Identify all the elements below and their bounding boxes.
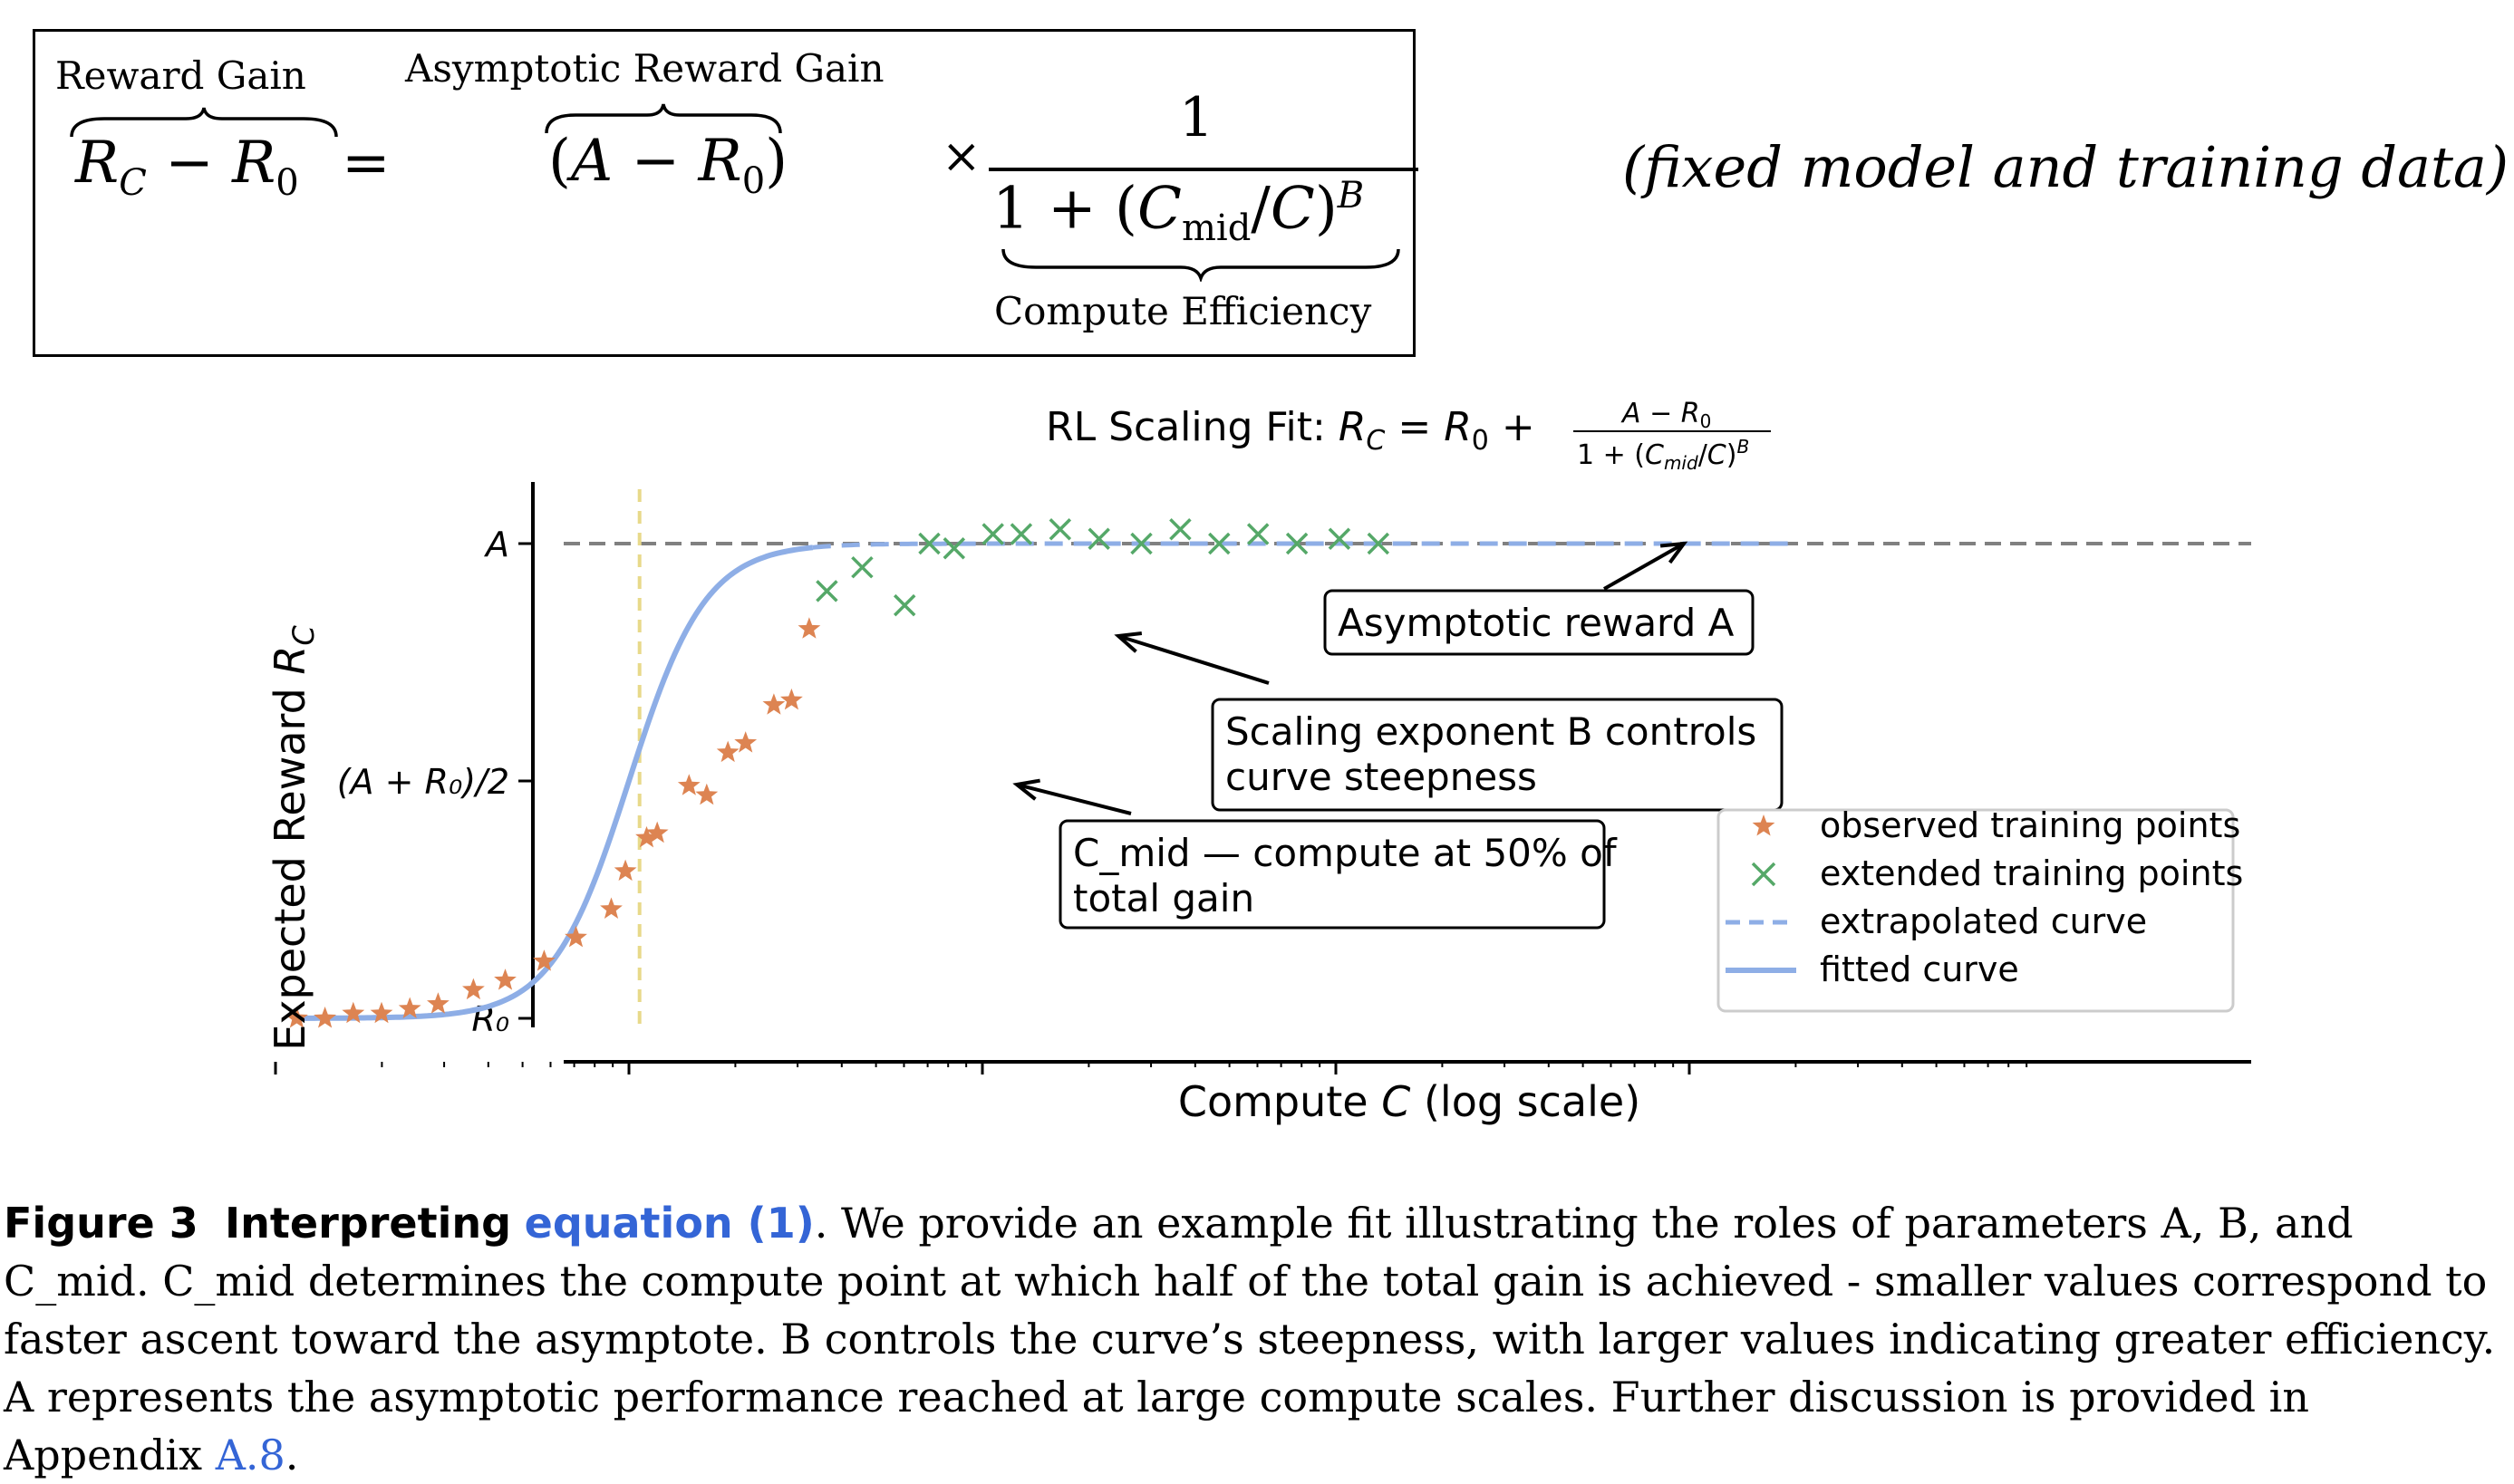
equation-box: Reward Gain RC − R0 = Asymptotic Reward … [33, 29, 1418, 357]
observed-point [314, 1007, 336, 1028]
extrapolated-curve [812, 541, 1795, 550]
caption-end: . [285, 1431, 299, 1479]
legend-box [1716, 808, 2235, 1013]
lhs-term: RC − R0 [75, 130, 299, 204]
asymptote-annotation-text: Asymptotic reward A [1338, 601, 1735, 645]
c-mid-annotation-text: C_mid — compute at 50% of [1073, 831, 1618, 875]
figure-caption: Figure 3 Interpreting equation (1). We p… [4, 1194, 2509, 1484]
extended-point [1010, 523, 1033, 545]
asymptotic-gain-label: Asymptotic Reward Gain [405, 46, 885, 91]
observed-point [600, 897, 623, 919]
equation-note: (fixed model and training data) [1622, 134, 2509, 200]
overbrace-asymptotic [545, 103, 782, 134]
extended-point [943, 537, 966, 560]
asymptotic-term: (A − R0) [548, 128, 788, 202]
legend-label: extrapolated curve [1820, 901, 2147, 941]
y-tick-label: (A + R₀)/2 [337, 762, 509, 802]
caption-label: Figure 3 [4, 1199, 198, 1248]
extended-point [1049, 518, 1072, 541]
observed-point [285, 1007, 308, 1028]
extended-point [918, 532, 941, 555]
extended-point [1130, 532, 1153, 555]
reward-gain-label: Reward Gain [55, 53, 306, 98]
overbrace-lhs [70, 107, 338, 138]
steepness-annotation-text: curve steepness [1225, 755, 1537, 799]
observed-point [494, 968, 517, 990]
y-axis-label: Expected Reward RC [266, 625, 321, 1051]
observed-point [762, 693, 786, 715]
observed-point [645, 821, 669, 843]
caption-title: Interpreting [225, 1199, 512, 1248]
efficiency-label: Compute Efficiency [994, 289, 1372, 333]
observed-point [780, 688, 803, 710]
scaling-fit-chart: RL Scaling Fit: RC = R0 + A − R0 1 + (Cm… [266, 398, 2251, 1126]
legend-label: observed training points [1820, 805, 2240, 845]
caption-equation-link[interactable]: equation (1) [524, 1199, 815, 1248]
observed-point [695, 783, 719, 805]
extended-point [981, 523, 1004, 545]
asymptote-arrow [1603, 542, 1685, 591]
observed-point [398, 997, 421, 1018]
steepness-annotation-text: Scaling exponent B controls [1225, 709, 1756, 754]
extended-point [893, 593, 916, 617]
extended-point [1169, 518, 1192, 541]
title-frac-num: A − R0 [1620, 398, 1711, 432]
observed-point [716, 740, 740, 763]
extended-point [851, 555, 874, 579]
observed-point [734, 731, 758, 753]
title-frac-den: 1 + (Cmid/C)B [1577, 436, 1749, 474]
fraction-denominator: 1 + (Cmid/C)B [992, 175, 1365, 250]
steepness-arrow-head [1114, 631, 1143, 653]
observed-point [427, 992, 450, 1014]
extended-point [1246, 523, 1270, 545]
y-tick-label: A [483, 525, 509, 564]
observed-point [677, 774, 701, 795]
observed-point [565, 925, 587, 948]
underbrace-efficiency [1001, 248, 1400, 282]
chart-title: RL Scaling Fit: RC = R0 + A − R0 1 + (Cm… [1046, 398, 1771, 474]
extended-point [1088, 527, 1110, 550]
asymptote-annotation-box [1323, 589, 1755, 656]
steepness-arrow [1117, 634, 1270, 685]
extended-point [1367, 532, 1390, 555]
equals-sign: = [342, 130, 391, 197]
legend-extended-marker [1751, 862, 1776, 887]
asymptote-arrow-head [1659, 541, 1688, 564]
legend-label: extended training points [1820, 853, 2243, 893]
legend-label: fitted curve [1820, 949, 2019, 989]
fraction-bar [989, 168, 1418, 171]
observed-point [614, 859, 637, 882]
x-axis-label: Compute C (log scale) [1178, 1077, 1640, 1126]
c-mid-annotation-text: total gain [1073, 876, 1254, 920]
caption-body: . We provide an example fit illustrating… [4, 1199, 2496, 1479]
extended-point [1208, 532, 1231, 555]
times-sign: × [942, 130, 981, 184]
observed-point [798, 617, 821, 639]
legend-observed-marker [1752, 814, 1775, 836]
extended-point [1285, 532, 1309, 555]
svg-text:RL Scaling Fit: RC = R0 +: RL Scaling Fit: RC = R0 + [1046, 404, 1535, 457]
observed-point [462, 978, 485, 1000]
observed-point [370, 1001, 393, 1024]
extended-point [816, 580, 838, 602]
steepness-annotation-box [1211, 698, 1784, 812]
caption-appendix-link[interactable]: A.8 [215, 1431, 285, 1479]
c-mid-arrow [1016, 783, 1132, 815]
fraction-numerator: 1 [1179, 86, 1214, 149]
c-mid-annotation-box [1059, 819, 1606, 930]
c-mid-arrow-head [1012, 778, 1040, 801]
observed-point [533, 949, 556, 971]
observed-point [342, 1001, 365, 1024]
observed-point [635, 825, 658, 848]
extended-point [1328, 527, 1351, 550]
